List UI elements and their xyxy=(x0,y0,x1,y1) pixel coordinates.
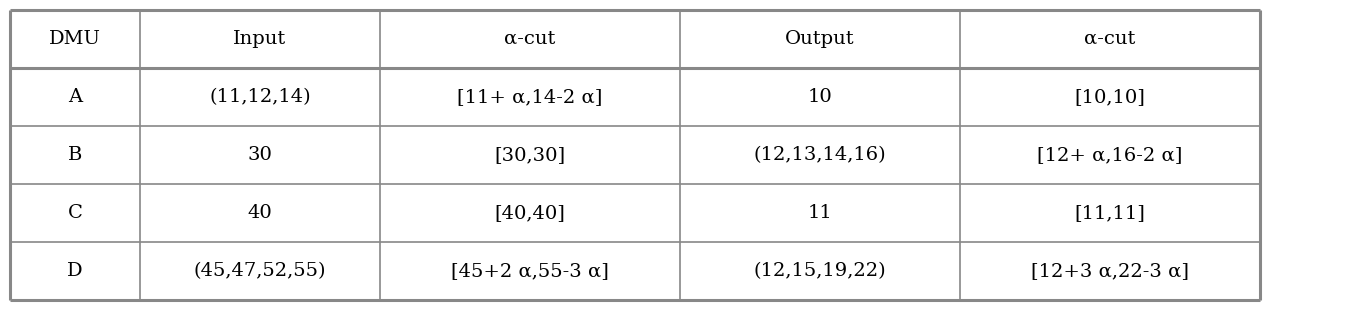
Text: 40: 40 xyxy=(248,204,273,222)
Text: D: D xyxy=(67,262,82,280)
Text: [11+ α,14-2 α]: [11+ α,14-2 α] xyxy=(458,88,603,106)
Text: 11: 11 xyxy=(808,204,833,222)
Text: (12,13,14,16): (12,13,14,16) xyxy=(754,146,886,164)
Text: Input: Input xyxy=(233,30,286,48)
Text: [11,11]: [11,11] xyxy=(1074,204,1145,222)
Text: 10: 10 xyxy=(808,88,833,106)
Text: α-cut: α-cut xyxy=(504,30,556,48)
Text: [10,10]: [10,10] xyxy=(1074,88,1145,106)
Text: C: C xyxy=(67,204,82,222)
Text: DMU: DMU xyxy=(49,30,101,48)
Text: Output: Output xyxy=(785,30,855,48)
Text: B: B xyxy=(67,146,82,164)
Text: (12,15,19,22): (12,15,19,22) xyxy=(754,262,886,280)
Text: 30: 30 xyxy=(248,146,273,164)
Text: [12+ α,16-2 α]: [12+ α,16-2 α] xyxy=(1037,146,1182,164)
Text: [30,30]: [30,30] xyxy=(495,146,566,164)
Text: α-cut: α-cut xyxy=(1084,30,1136,48)
Text: [45+2 α,55-3 α]: [45+2 α,55-3 α] xyxy=(451,262,608,280)
Text: A: A xyxy=(68,88,82,106)
Text: [12+3 α,22-3 α]: [12+3 α,22-3 α] xyxy=(1032,262,1189,280)
Text: (11,12,14): (11,12,14) xyxy=(210,88,311,106)
Text: [40,40]: [40,40] xyxy=(495,204,566,222)
Text: (45,47,52,55): (45,47,52,55) xyxy=(193,262,326,280)
